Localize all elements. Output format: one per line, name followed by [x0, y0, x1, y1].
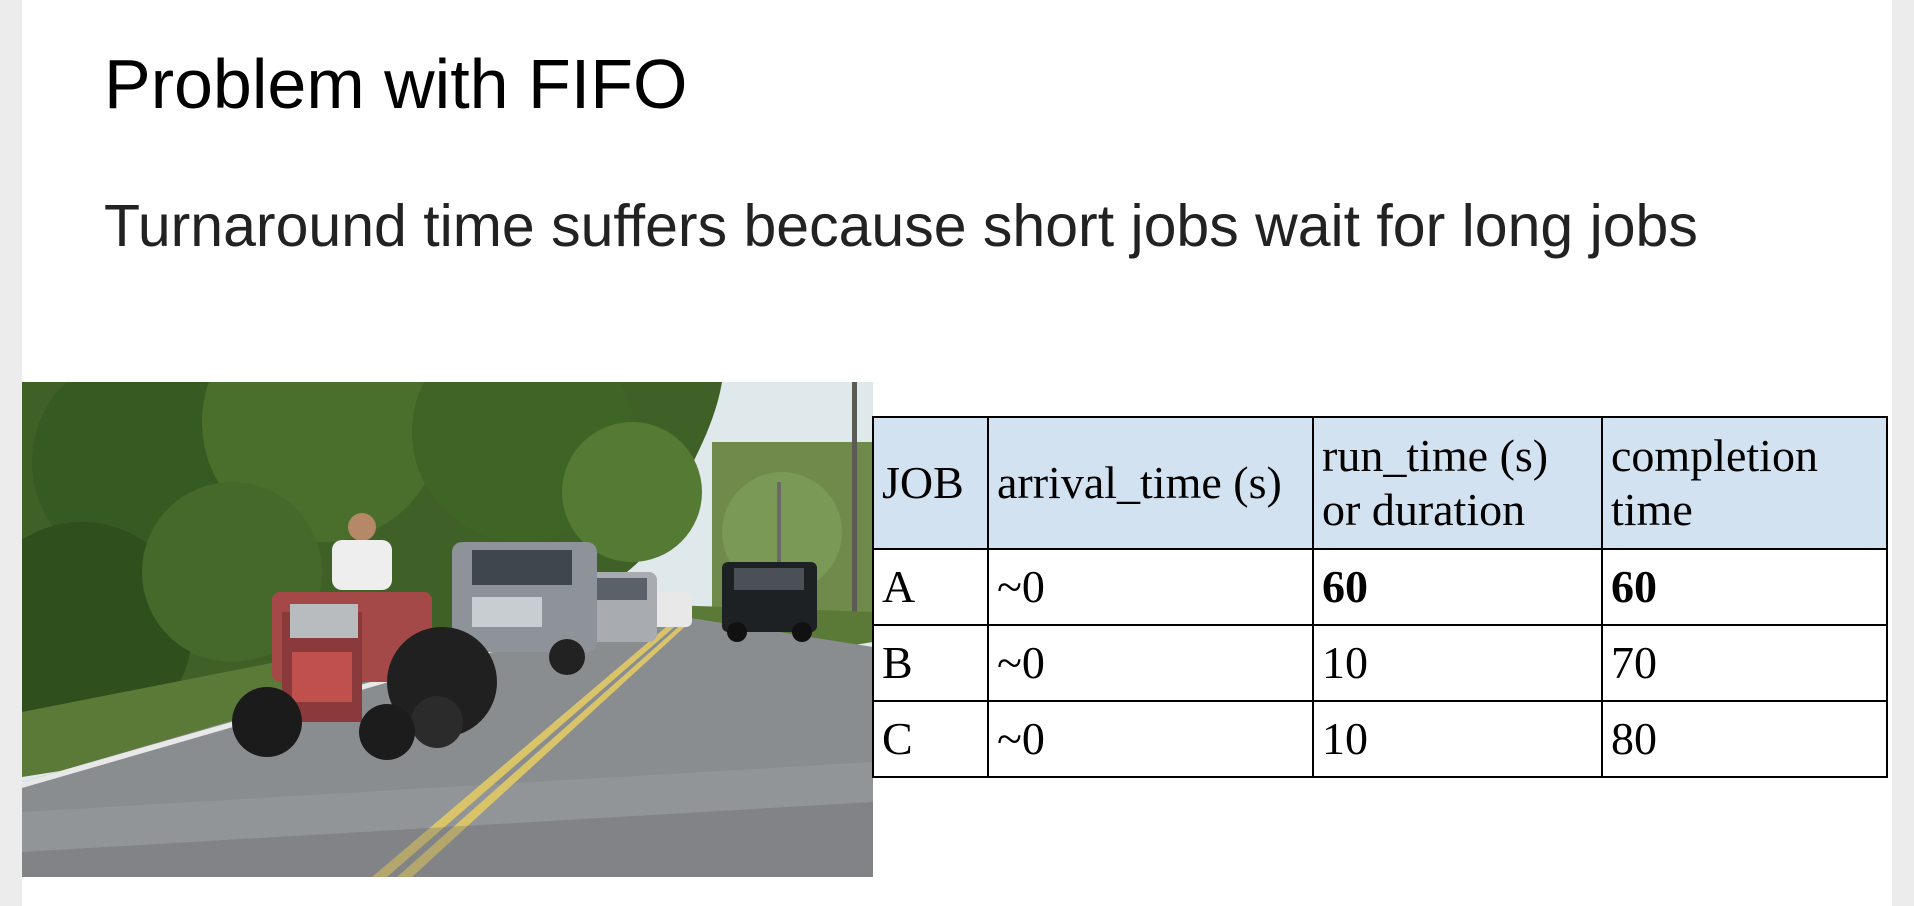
- cell-run-time: 10: [1312, 700, 1603, 778]
- jobs-table: JOB arrival_time (s) run_time (s) or dur…: [872, 416, 1888, 778]
- tractor-traffic-photo: [22, 382, 873, 877]
- cell-run-time: 10: [1312, 624, 1603, 702]
- table-row: C ~0 10 80: [872, 700, 1888, 778]
- cell-job: C: [872, 700, 989, 778]
- cell-completion: 70: [1601, 624, 1888, 702]
- cell-job: B: [872, 624, 989, 702]
- header-completion-time: completion time: [1601, 416, 1888, 550]
- table-header-row: JOB arrival_time (s) run_time (s) or dur…: [872, 416, 1888, 550]
- cell-completion: 60: [1601, 548, 1888, 626]
- header-run-time: run_time (s) or duration: [1312, 416, 1603, 550]
- slide-title: Problem with FIFO: [104, 45, 688, 123]
- header-job: JOB: [872, 416, 989, 550]
- header-run-time-line2: or duration: [1322, 484, 1526, 535]
- header-completion-line2: time: [1611, 484, 1693, 535]
- cell-arrival: ~0: [987, 700, 1314, 778]
- header-arrival-time: arrival_time (s): [987, 416, 1314, 550]
- header-run-time-line1: run_time (s): [1322, 430, 1549, 481]
- slide-subtitle: Turnaround time suffers because short jo…: [104, 193, 1698, 259]
- table-row: B ~0 10 70: [872, 624, 1888, 702]
- slide: Problem with FIFO Turnaround time suffer…: [22, 0, 1892, 906]
- table-row: A ~0 60 60: [872, 548, 1888, 626]
- cell-job: A: [872, 548, 989, 626]
- cell-arrival: ~0: [987, 548, 1314, 626]
- header-completion-line1: completion: [1611, 430, 1818, 481]
- cell-run-time: 60: [1312, 548, 1603, 626]
- cell-completion: 80: [1601, 700, 1888, 778]
- cell-arrival: ~0: [987, 624, 1314, 702]
